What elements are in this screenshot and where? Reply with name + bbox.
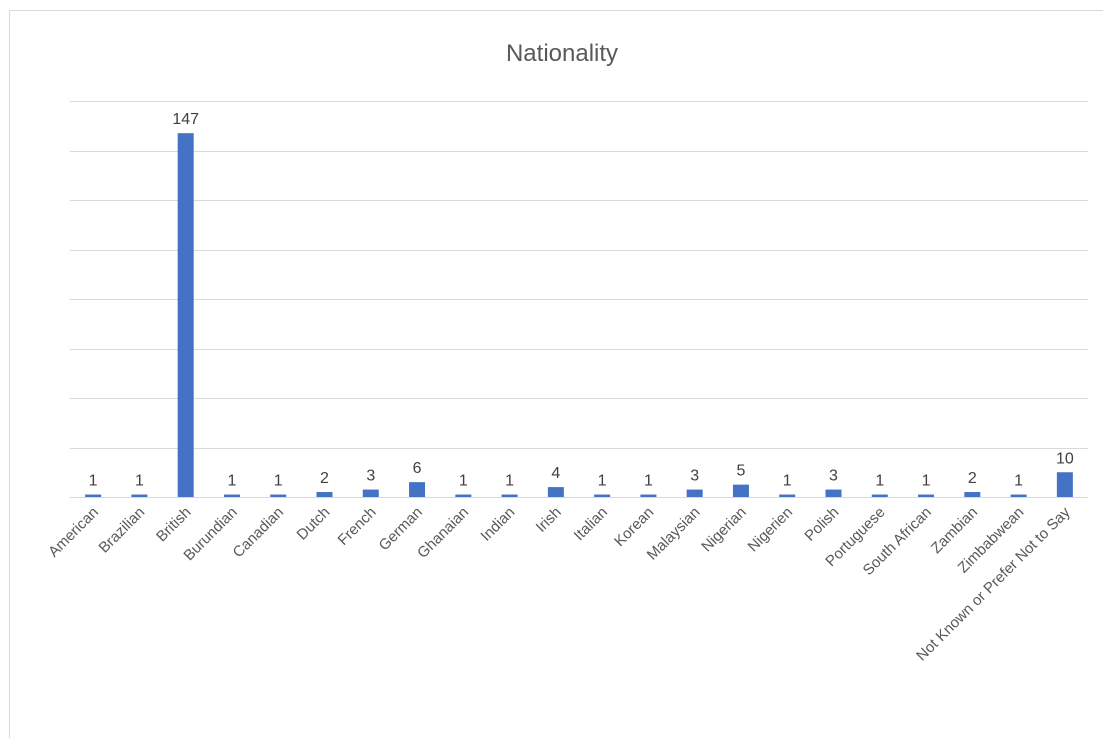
x-tick-label: Brazilian	[96, 504, 149, 557]
x-tick-label: British	[153, 504, 194, 545]
data-label: 2	[320, 470, 329, 487]
bar	[1010, 494, 1027, 497]
bar	[362, 489, 379, 497]
data-label: 4	[551, 465, 560, 482]
data-label: 1	[783, 473, 792, 490]
data-label: 1	[505, 473, 514, 490]
x-tick-label: Korean	[611, 504, 657, 550]
bar	[1056, 472, 1073, 497]
x-tick-label: Italian	[571, 504, 611, 544]
data-label: 1	[644, 473, 653, 490]
chart-title: Nationality	[506, 40, 618, 67]
data-label: 1	[922, 473, 931, 490]
bar	[686, 489, 703, 497]
data-label: 147	[172, 111, 199, 128]
bar	[316, 492, 333, 497]
data-label: 3	[829, 468, 838, 485]
data-label: 1	[89, 473, 98, 490]
bar	[223, 494, 240, 497]
x-tick-label: Dutch	[294, 504, 334, 544]
bar	[455, 494, 472, 497]
bar	[594, 494, 611, 497]
x-tick-label: American	[45, 504, 102, 561]
bar	[177, 133, 194, 498]
x-tick-label: Indian	[477, 504, 518, 545]
bar	[918, 494, 935, 497]
data-label: 1	[459, 473, 468, 490]
bar	[964, 492, 981, 497]
bar	[547, 487, 564, 497]
x-tick-label: Polish	[801, 504, 842, 545]
data-label: 1	[1014, 473, 1023, 490]
data-label: 3	[690, 468, 699, 485]
bar	[501, 494, 518, 497]
x-tick-label: Nigerian	[698, 504, 750, 556]
data-label: 6	[413, 460, 422, 477]
x-tick-label: Canadian	[230, 504, 287, 561]
data-label: 1	[228, 473, 237, 490]
bar	[640, 494, 657, 497]
data-label: 10	[1056, 450, 1074, 467]
bar	[732, 484, 749, 497]
bars	[85, 133, 1073, 498]
x-tick-label: Nigerien	[745, 504, 797, 556]
data-label: 2	[968, 470, 977, 487]
bar	[270, 494, 287, 497]
bar	[131, 494, 148, 497]
x-tick-label: Ghanaian	[414, 504, 472, 562]
bar	[85, 494, 102, 497]
data-label: 1	[135, 473, 144, 490]
data-label: 1	[875, 473, 884, 490]
x-tick-label: Irish	[533, 504, 565, 536]
bar	[409, 482, 426, 497]
bar	[779, 494, 796, 497]
gridlines	[70, 101, 1088, 449]
data-label: 1	[598, 473, 607, 490]
x-tick-label: French	[335, 504, 380, 549]
data-label: 3	[366, 468, 375, 485]
bar	[871, 494, 888, 497]
data-labels: 1 1 147 1 1 2 3 6 1 1 4 1 1 3 5 1 3 1 1 2 1 10	[89, 111, 1074, 489]
data-label: 5	[737, 463, 746, 480]
data-label: 1	[274, 473, 283, 490]
bar	[825, 489, 842, 497]
